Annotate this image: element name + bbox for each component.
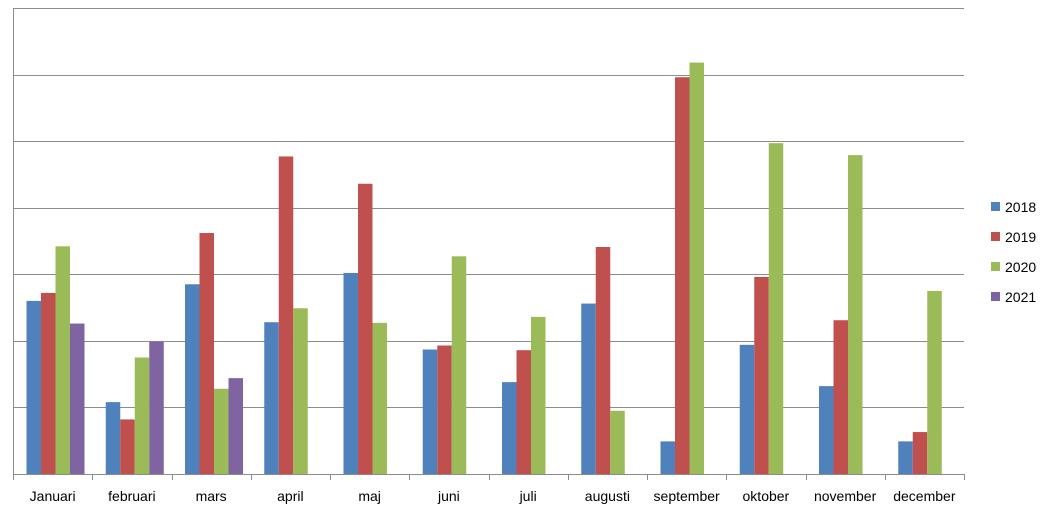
legend-swatch xyxy=(991,232,1000,241)
x-tick-label: juli xyxy=(519,488,537,504)
bar-2018-mars xyxy=(185,284,200,474)
bar-2020-juli xyxy=(531,316,546,474)
bar-2020-augusti xyxy=(610,410,625,474)
bar-2018-februari xyxy=(105,402,121,474)
legend-swatch xyxy=(991,292,1000,301)
bar-2018-april xyxy=(264,322,279,474)
x-tick-label: Januari xyxy=(30,488,76,504)
bar-2019-juni xyxy=(437,345,452,474)
legend-entry-2018: 2018 xyxy=(991,199,1036,215)
legend-entry-2020: 2020 xyxy=(991,259,1036,275)
legend-label: 2021 xyxy=(1005,289,1036,305)
x-tick-label: mars xyxy=(196,488,227,504)
bar-2019-mars xyxy=(199,233,214,474)
bar-2021-februari xyxy=(149,341,164,474)
x-axis-tick-labels: Januari februari mars april maj juni juli augus… xyxy=(30,488,956,504)
bar-2019-maj xyxy=(358,183,373,474)
bar-2018-september xyxy=(660,441,675,474)
legend-label: 2018 xyxy=(1005,199,1036,215)
legend-entry-2021: 2021 xyxy=(991,289,1036,305)
legend-label: 2019 xyxy=(1005,229,1036,245)
legend-swatch xyxy=(991,262,1000,271)
bar-2018-augusti xyxy=(581,303,596,474)
x-tick-label: november xyxy=(814,488,877,504)
bar-2019-Januari xyxy=(41,292,56,474)
bar-2019-september xyxy=(675,77,690,474)
bar-2019-februari xyxy=(120,419,135,474)
bar-2020-februari xyxy=(134,357,150,474)
bar-2018-december xyxy=(898,441,913,474)
x-tick-label: augusti xyxy=(585,488,630,504)
bar-2020-mars xyxy=(214,388,229,474)
x-tick-label: maj xyxy=(358,488,381,504)
bar-2018-oktober xyxy=(739,344,755,474)
bar-2018-juli xyxy=(502,382,517,474)
bar-2020-maj xyxy=(372,322,387,474)
bar-2020-oktober xyxy=(768,143,784,474)
bar-2019-november xyxy=(833,320,848,474)
bar-2020-december xyxy=(927,290,942,474)
bar-2018-Januari xyxy=(26,300,41,474)
axes xyxy=(13,8,965,480)
x-tick-label: december xyxy=(893,488,956,504)
bars xyxy=(26,62,942,475)
gridlines xyxy=(13,8,964,408)
bar-2021-Januari xyxy=(70,323,85,474)
bar-2018-juni xyxy=(422,349,438,474)
x-tick-label: september xyxy=(654,488,720,504)
bar-2019-april xyxy=(278,156,294,474)
x-tick-label: februari xyxy=(108,488,155,504)
legend-label: 2020 xyxy=(1005,259,1036,275)
x-tick-label: april xyxy=(277,488,303,504)
bar-2020-Januari xyxy=(55,246,70,474)
bar-2019-oktober xyxy=(754,276,769,474)
x-tick-label: oktober xyxy=(743,488,790,504)
legend-swatch xyxy=(991,202,1000,211)
bar-2019-december xyxy=(912,432,928,474)
bar-2020-november xyxy=(848,155,863,474)
bar-2018-maj xyxy=(343,272,358,474)
bar-2019-augusti xyxy=(595,246,611,474)
bar-2019-juli xyxy=(516,350,531,474)
bar-2020-juni xyxy=(451,256,467,474)
legend-entry-2019: 2019 xyxy=(991,229,1036,245)
x-tick-label: juni xyxy=(437,488,460,504)
bar-2021-mars xyxy=(228,378,243,474)
bar-2020-september xyxy=(689,62,704,475)
legend: 2018 2019 2020 2021 xyxy=(991,199,1036,305)
bar-2020-april xyxy=(293,308,308,474)
bar-2018-november xyxy=(819,386,834,474)
